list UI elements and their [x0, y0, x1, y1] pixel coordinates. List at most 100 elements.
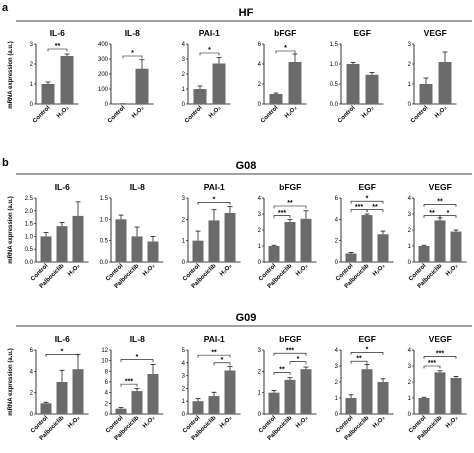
section-title-hf: HF — [239, 7, 254, 19]
bar — [192, 401, 204, 414]
significance-label: ** — [437, 199, 443, 206]
significance-label: ** — [429, 210, 435, 217]
y-tick-label: 2.5 — [25, 196, 34, 202]
significance-bracket — [45, 353, 79, 357]
bar — [288, 62, 302, 104]
significance-label: * — [131, 50, 134, 57]
significance-bracket — [423, 365, 441, 369]
chart-title: PAI-1 — [204, 334, 225, 344]
y-tick-label: 1 — [408, 396, 412, 402]
significance-label: * — [366, 347, 369, 354]
y-tick-label: 1.0 — [25, 234, 34, 240]
y-tick-label: 0 — [408, 102, 412, 108]
bar — [419, 84, 433, 104]
bar — [115, 408, 127, 414]
chart-title: bFGF — [274, 28, 296, 38]
category-label: H₂O₂ — [67, 263, 82, 278]
y-tick-label: 3 — [408, 212, 412, 218]
chart-title: IL-6 — [55, 182, 70, 192]
bar — [345, 398, 357, 414]
y-axis-label: mRNA expression (a.u.) — [8, 196, 14, 263]
y-tick-label: 4 — [258, 62, 262, 68]
y-tick-label: 0.0 — [25, 260, 34, 266]
y-tick-label: 1 — [335, 396, 339, 402]
y-tick-label: 0.0 — [100, 260, 109, 266]
section-title-g08: G08 — [236, 160, 257, 172]
y-tick-label: 0 — [258, 260, 262, 266]
y-tick-label: 2 — [30, 62, 34, 68]
y-tick-label: 4 — [408, 196, 412, 202]
significance-label: *** — [286, 347, 294, 354]
bar — [284, 222, 296, 262]
y-tick-label: 8 — [105, 369, 109, 375]
significance-bracket — [366, 209, 384, 213]
category-label: H₂O₂ — [219, 415, 234, 430]
bar — [268, 392, 280, 414]
chart-hf-bfgf: bFGF 0 2 4 6 Control H₂O₂ * — [258, 28, 307, 124]
y-tick-label: 1.5 — [25, 222, 34, 228]
significance-label: ** — [211, 349, 217, 356]
y-tick-label: 3 — [30, 42, 34, 48]
bar — [193, 89, 207, 104]
y-tick-label: 400 — [98, 42, 109, 48]
y-tick-label: 1.5 — [330, 42, 339, 48]
bar — [346, 64, 360, 104]
category-label: Control — [260, 105, 280, 125]
significance-bracket — [273, 352, 307, 356]
significance-bracket — [439, 215, 457, 219]
y-tick-label: 6 — [258, 42, 262, 48]
category-label: Control — [337, 105, 357, 125]
y-tick-label: 1 — [408, 244, 412, 250]
significance-label: ** — [356, 355, 362, 362]
category-label: H₂O₂ — [361, 105, 376, 120]
chart-title: IL-8 — [130, 182, 145, 192]
bar — [40, 403, 52, 414]
chart-title: EGF — [354, 28, 371, 38]
significance-bracket — [350, 200, 384, 204]
y-tick-label: 2 — [408, 228, 412, 234]
category-label: Control — [184, 105, 204, 125]
category-label: H₂O₂ — [372, 415, 387, 430]
y-tick-label: 4 — [105, 391, 109, 397]
y-tick-label: 0 — [258, 102, 262, 108]
bar — [434, 220, 446, 262]
category-label: Control — [32, 105, 52, 125]
y-tick-label: 1 — [258, 244, 262, 250]
y-tick-label: 1 — [408, 82, 412, 88]
bar — [418, 398, 430, 414]
y-tick-label: 0 — [182, 412, 186, 418]
bar — [208, 220, 220, 262]
bar — [269, 94, 283, 104]
y-tick-label: 200 — [98, 72, 109, 78]
significance-label: *** — [428, 360, 436, 367]
bar — [147, 241, 159, 262]
significance-bracket — [199, 52, 220, 56]
chart-title: bFGF — [279, 182, 301, 192]
category-label: H₂O₂ — [372, 263, 387, 278]
y-tick-label: 4 — [335, 217, 339, 223]
y-tick-label: 0 — [30, 102, 34, 108]
y-tick-label: 0.5 — [25, 247, 34, 253]
significance-label: ** — [372, 204, 378, 211]
bar — [450, 231, 462, 262]
chart-title: PAI-1 — [204, 182, 225, 192]
y-tick-label: 2 — [258, 228, 262, 234]
y-tick-label: 0 — [30, 412, 34, 418]
chart-title: PAI-1 — [199, 28, 220, 38]
bar — [361, 369, 373, 414]
significance-label: * — [366, 195, 369, 202]
chart-title: bFGF — [279, 334, 301, 344]
category-label: H₂O₂ — [56, 105, 71, 120]
y-tick-label: 5 — [182, 348, 186, 354]
y-tick-label: 1.0 — [330, 62, 339, 68]
y-tick-label: 2.0 — [25, 209, 34, 215]
y-tick-label: 2 — [182, 386, 186, 392]
significance-label: *** — [436, 351, 444, 358]
category-label: H₂O₂ — [142, 415, 157, 430]
y-tick-label: 0 — [408, 412, 412, 418]
category-label: H₂O₂ — [142, 263, 157, 278]
chart-title: IL-6 — [50, 28, 65, 38]
y-tick-label: 2 — [30, 391, 34, 397]
